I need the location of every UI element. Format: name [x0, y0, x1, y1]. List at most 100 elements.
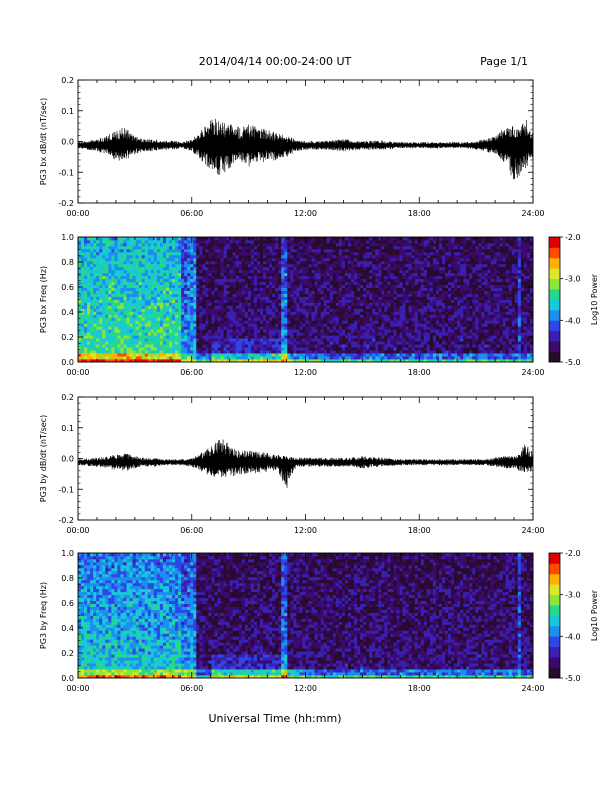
spectrogram-cell [326, 296, 331, 300]
spectrogram-cell [335, 308, 340, 312]
spectrogram-cell [390, 338, 394, 342]
spectrogram-cell [126, 266, 130, 271]
spectrogram-cell [305, 347, 309, 351]
spectrogram-cell [178, 308, 182, 312]
spectrogram-cell [165, 344, 170, 348]
spectrogram-cell [190, 314, 194, 318]
spectrogram-cell [384, 269, 388, 274]
spectrogram-cell [120, 257, 124, 262]
spectrogram-cell [375, 323, 379, 327]
spectrogram-cell [417, 299, 422, 303]
spectrogram-cell [138, 278, 143, 283]
spectrogram-cell [384, 350, 388, 354]
spectrogram-cell [181, 347, 185, 351]
spectrogram-cell [366, 290, 370, 294]
spectrogram-cell [199, 332, 203, 336]
spectrogram-cell [132, 323, 137, 327]
spectrogram-cell [293, 257, 297, 262]
spectrogram-cell [217, 338, 221, 342]
spectrogram-cell [238, 308, 243, 312]
spectrogram-cell [84, 239, 88, 244]
spectrogram-cell [232, 311, 237, 315]
spectrogram-cell [123, 347, 127, 351]
spectrogram-cell [90, 350, 94, 354]
spectrogram-cell [208, 287, 212, 291]
spectrogram-cell [247, 308, 252, 312]
spectrogram-cell [299, 317, 303, 321]
spectrogram-cell [187, 335, 191, 339]
spectrogram-cell [284, 311, 288, 315]
spectrogram-cell [281, 299, 285, 303]
spectrogram-cell [284, 347, 288, 351]
spectrogram-cell [275, 266, 279, 271]
spectrogram-cell [217, 326, 221, 330]
spectrogram-cell [178, 296, 182, 300]
spectrogram-cell [96, 335, 100, 339]
spectrogram-cell [96, 320, 100, 324]
spectrogram-cell [293, 275, 297, 280]
spectrogram-cell [144, 353, 149, 357]
spectrogram-cell [256, 248, 261, 253]
spectrogram-cell [384, 260, 388, 265]
spectrogram-cell [390, 254, 394, 259]
spectrogram-cell [302, 239, 306, 244]
spectrogram-cell [341, 245, 346, 250]
spectrogram-cell [214, 248, 218, 253]
spectrogram-cell [317, 290, 322, 294]
spectrogram-cell [199, 317, 203, 321]
spectrogram-cell [332, 290, 337, 294]
spectrogram-cell [159, 275, 164, 280]
spectrogram-cell [284, 290, 288, 294]
spectrogram-cell [138, 305, 143, 309]
spectrogram-cell [81, 290, 85, 294]
spectrogram-cell [199, 257, 203, 262]
spectrogram-cell [169, 302, 173, 306]
spectrogram-cell [102, 254, 106, 259]
spectrogram-cell [114, 353, 118, 357]
spectrogram-cell [284, 272, 288, 277]
spectrogram-cell [226, 263, 231, 268]
spectrogram-cell [293, 347, 297, 351]
spectrogram-cell [387, 272, 391, 277]
spectrogram-cell [405, 293, 410, 297]
spectrogram-cell [417, 254, 422, 259]
spectrogram-cell [156, 341, 161, 345]
spectrogram-cell [290, 296, 294, 300]
spectrogram-cell [172, 308, 176, 312]
spectrogram-cell [347, 257, 352, 262]
spectrogram-cell [229, 317, 234, 321]
spectrogram-cell [296, 302, 300, 306]
spectrogram-cell [84, 281, 88, 286]
spectrogram-cell [208, 299, 212, 303]
spectrogram-cell [205, 356, 209, 360]
spectrogram-cell [284, 254, 288, 259]
spectrogram-cell [214, 293, 218, 297]
spectrogram-cell [144, 326, 149, 330]
spectrogram-cell [184, 305, 188, 309]
spectrogram-cell [159, 347, 164, 351]
spectrogram-cell [278, 248, 282, 253]
spectrogram-cell [132, 320, 137, 324]
spectrogram-cell [235, 320, 240, 324]
spectrogram-cell [405, 338, 410, 342]
spectrogram-cell [105, 293, 109, 297]
spectrogram-cell [408, 353, 413, 357]
spectrogram-cell [317, 293, 322, 297]
spectrogram-cell [175, 302, 179, 306]
spectrogram-cell [332, 350, 337, 354]
spectrogram-cell [90, 359, 94, 363]
spectrogram-cell [114, 278, 118, 283]
spectrogram-cell [81, 263, 85, 268]
spectrogram-cell [263, 320, 267, 324]
spectrogram-cell [190, 344, 194, 348]
spectrogram-cell [96, 350, 100, 354]
spectrogram-cell [369, 239, 373, 244]
spectrogram-cell [87, 302, 91, 306]
spectrogram-cell [317, 317, 322, 321]
spectrogram-cell [129, 335, 133, 339]
spectrogram-cell [305, 350, 309, 354]
spectrogram-cell [223, 344, 228, 348]
spectrogram-cell [411, 284, 416, 288]
spectrogram-cell [181, 317, 185, 321]
spectrogram-cell [335, 305, 340, 309]
